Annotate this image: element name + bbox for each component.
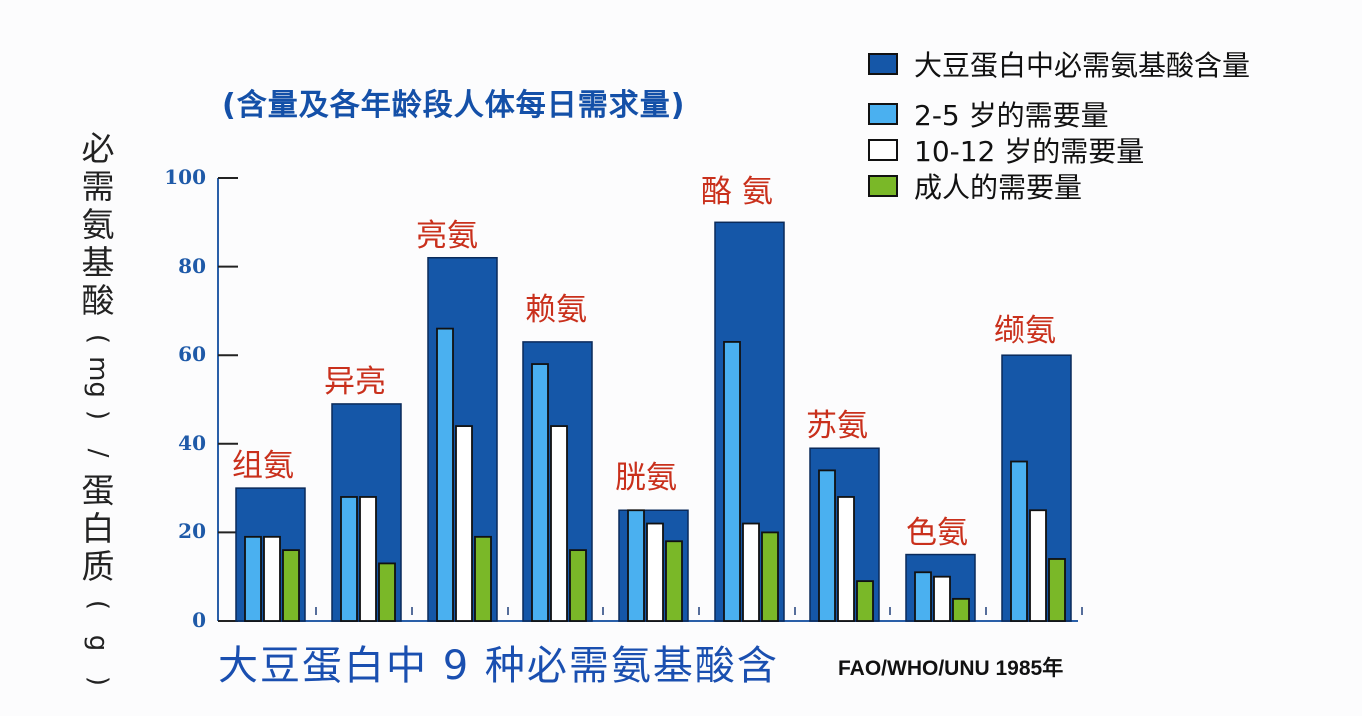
y-tick-label: 0: [192, 608, 206, 632]
y-axis-label-char: 必: [81, 129, 115, 168]
bar-age-2-5: [914, 571, 932, 622]
bar-age-10-12: [742, 522, 760, 622]
legend-label: 10-12 岁的需要量: [914, 135, 1145, 168]
y-axis-label-char: 基: [81, 243, 115, 282]
y-tick-label: 100: [164, 165, 206, 189]
legend-swatch: [868, 103, 898, 125]
y-axis-label-char: 需: [81, 167, 115, 206]
bar-adult: [1048, 558, 1066, 622]
category-label: 异亮: [324, 363, 386, 400]
legend-label: 大豆蛋白中必需氨基酸含量: [914, 49, 1251, 82]
y-tick-label: 60: [178, 342, 206, 367]
legend-item-age-2-5: 2-5 岁的需要量: [868, 94, 1109, 134]
chart-subtitle: (含量及各年龄段人体每日需求量): [222, 88, 686, 123]
y-tick-label: 80: [178, 253, 206, 278]
bar-age-10-12: [933, 575, 951, 622]
category-label: 色氨: [906, 514, 968, 551]
bar-age-10-12: [646, 522, 664, 622]
y-axis-label-char: 白: [81, 509, 115, 548]
bar-adult: [952, 597, 970, 622]
bar-adult: [665, 540, 683, 622]
bar-age-2-5: [627, 509, 645, 622]
category-label: 苏氨: [806, 408, 868, 445]
bar-adult: [569, 549, 587, 622]
bar-age-10-12: [455, 425, 473, 622]
bar-age-10-12: [1029, 509, 1047, 622]
bar-adult: [474, 535, 492, 622]
bar-age-10-12: [359, 496, 377, 622]
bar-age-2-5: [244, 535, 262, 622]
bar-age-10-12: [263, 535, 281, 622]
legend-label: 2-5 岁的需要量: [914, 99, 1109, 132]
source-note: FAO/WHO/UNU 1985年: [838, 657, 1064, 680]
legend-item-adult: 成人的需要量: [868, 166, 1082, 206]
bar-age-2-5: [818, 469, 836, 622]
legend-swatch: [868, 53, 898, 75]
bar-age-2-5: [436, 327, 454, 622]
category-label: 胱氨: [615, 460, 677, 497]
y-tick-label: 40: [178, 430, 206, 455]
legend-item-age-10-12: 10-12 岁的需要量: [868, 130, 1144, 170]
legend-label: 成人的需要量: [914, 171, 1083, 204]
category-label: 酪 氨: [701, 174, 773, 211]
legend-swatch: [868, 139, 898, 161]
bar-age-2-5: [531, 363, 549, 622]
bar-age-2-5: [340, 496, 358, 622]
bar-adult: [761, 531, 779, 622]
bar-age-10-12: [550, 425, 568, 622]
bar-adult: [856, 580, 874, 622]
y-axis-label-char: 质: [81, 547, 115, 586]
category-label: 赖氨: [525, 291, 587, 328]
y-axis-label-char: 氨: [81, 205, 115, 244]
bar-age-10-12: [837, 496, 855, 622]
y-axis-label-char: 酸: [81, 281, 115, 320]
category-label: 组氨: [232, 448, 294, 485]
y-axis-label: 必需氨基酸(mg) / 蛋白质(g): [76, 130, 120, 700]
bar-age-2-5: [723, 341, 741, 622]
y-tick-label: 20: [178, 519, 206, 544]
y-axis-label-char: 蛋: [81, 471, 115, 510]
category-label: 亮氨: [416, 217, 478, 254]
category-label: 缬氨: [994, 313, 1056, 350]
bar-adult: [282, 549, 300, 622]
chart-title: 大豆蛋白中 9 种必需氨基酸含: [218, 643, 779, 689]
bar-adult: [378, 562, 396, 622]
bar-age-2-5: [1010, 460, 1028, 622]
legend-swatch: [868, 175, 898, 197]
legend-item-soy-content: 大豆蛋白中必需氨基酸含量: [868, 44, 1250, 84]
